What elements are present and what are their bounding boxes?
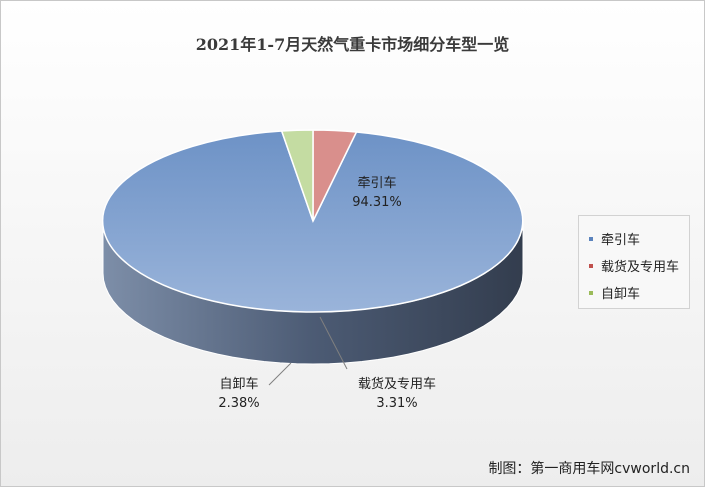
slice-value-label: 2.38% xyxy=(218,396,259,411)
legend-swatch-icon xyxy=(589,263,593,268)
pie-slice xyxy=(101,130,524,313)
legend-item: 自卸车 xyxy=(589,279,689,306)
slice-category-label: 牵引车 xyxy=(357,175,396,191)
legend: 牵引车 载货及专用车 自卸车 xyxy=(578,215,690,309)
pie-slice xyxy=(280,129,314,222)
legend-label: 牵引车 xyxy=(601,233,641,248)
legend-label: 自卸车 xyxy=(601,287,641,302)
slice-category-label: 载货及专用车 xyxy=(358,376,436,392)
pie-labels: 牵引车 94.31% 载货及专用车 3.31% 自卸车 2.38% xyxy=(218,175,436,411)
pie-tops xyxy=(101,129,524,313)
pie-leaders xyxy=(268,316,348,386)
legend-item: 牵引车 xyxy=(589,225,689,252)
legend-label: 载货及专用车 xyxy=(601,260,680,275)
leader-line xyxy=(268,362,292,386)
slice-value-label: 3.31% xyxy=(376,396,417,411)
chart-title: 2021年1-7月天然气重卡市场细分车型一览 xyxy=(195,35,510,54)
leader-line xyxy=(319,316,348,370)
chart-credit: 制图：第一商用车网cvworld.cn xyxy=(488,461,690,477)
legend-swatch-icon xyxy=(589,290,593,295)
slice-category-label: 自卸车 xyxy=(219,376,258,392)
legend-item: 载货及专用车 xyxy=(589,252,689,279)
legend-swatch-icon xyxy=(589,236,593,241)
slice-value-label: 94.31% xyxy=(352,195,402,210)
